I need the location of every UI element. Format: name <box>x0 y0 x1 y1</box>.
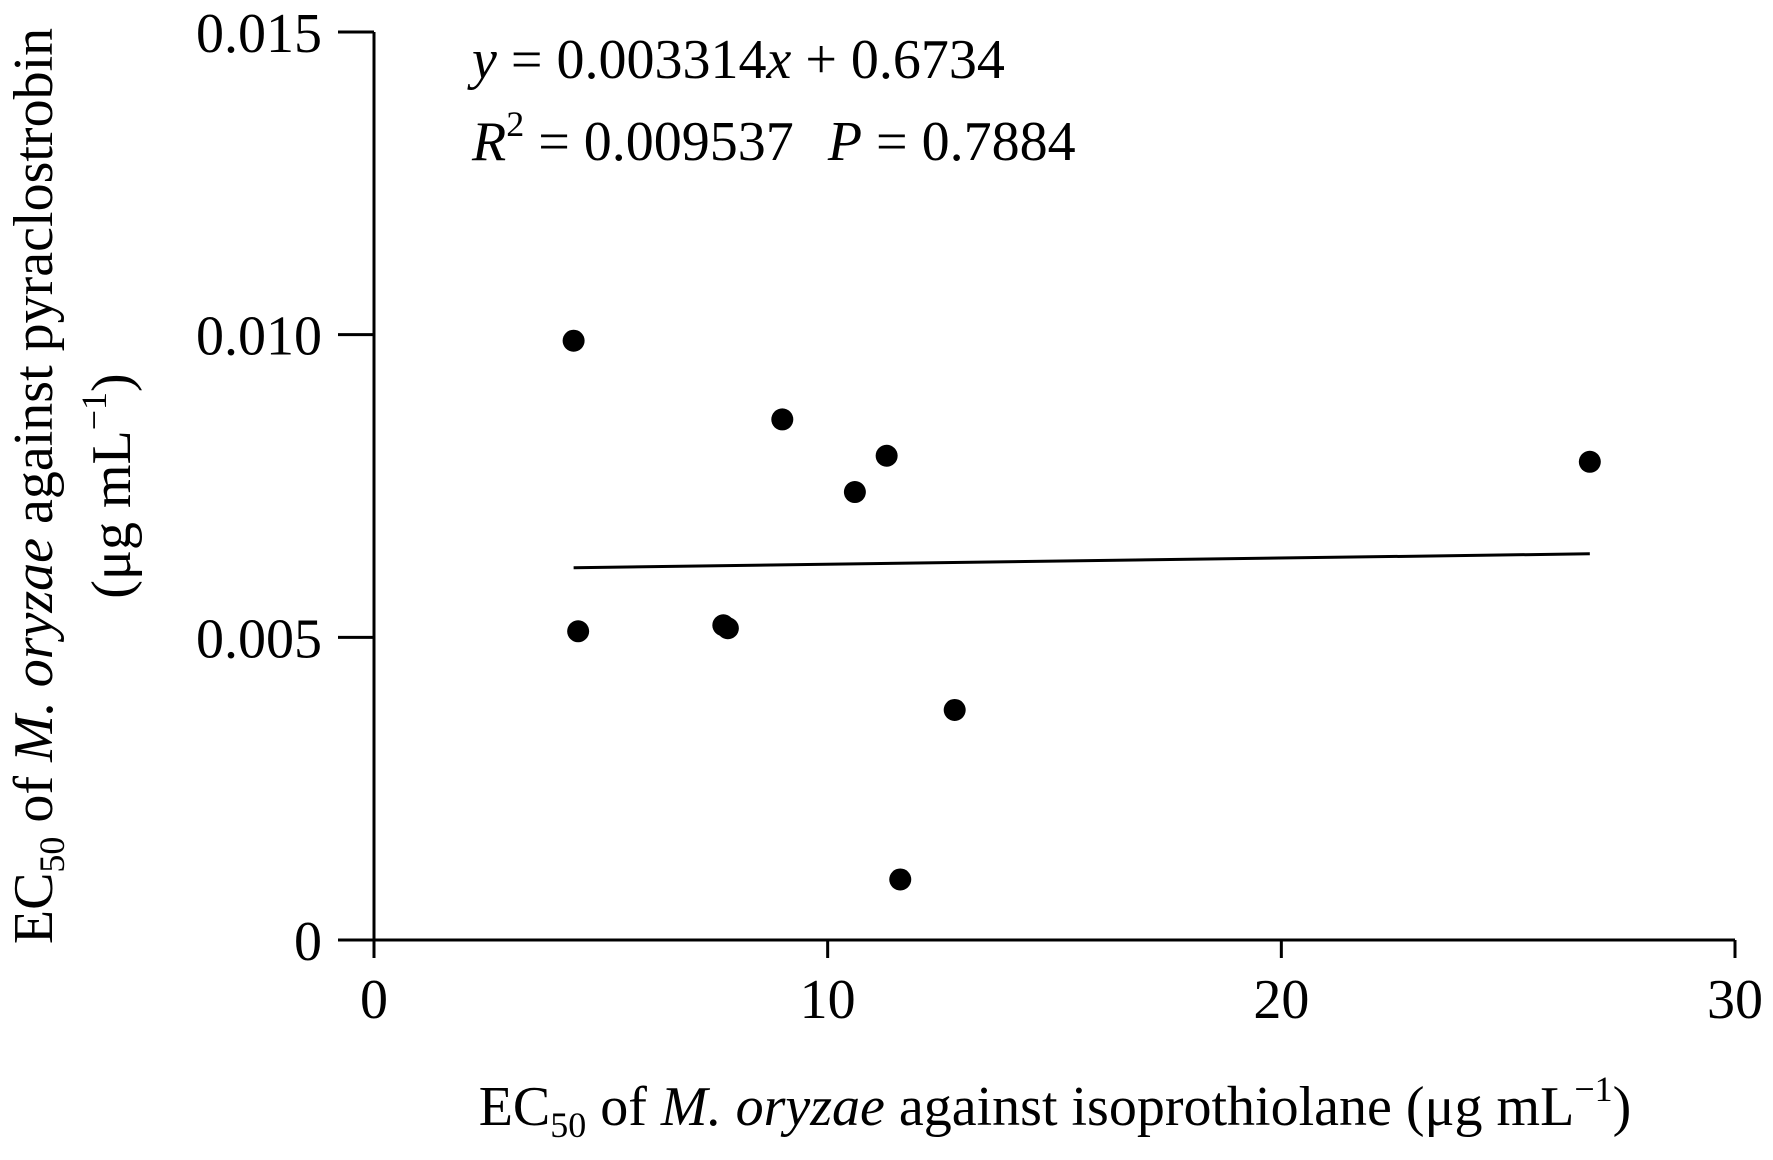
data-point <box>562 329 585 352</box>
ylabel-end: ) <box>81 373 143 392</box>
r-superscript: 2 <box>506 104 524 144</box>
equation-intercept: + 0.6734 <box>791 29 1005 91</box>
ylabel-sub: 50 <box>32 837 72 873</box>
equation-y-var: y <box>467 29 497 91</box>
regression <box>573 552 1590 570</box>
data-point <box>771 408 794 431</box>
y-axis-title: EC50 of M. oryzae against pyraclostrobin… <box>3 28 143 944</box>
ylabel-of: of <box>3 762 65 837</box>
data-point <box>567 620 590 643</box>
ylabel-unit: (μg mL <box>81 430 143 598</box>
x-tick-label: 0 <box>360 969 388 1031</box>
x-tick-label: 20 <box>1253 969 1309 1031</box>
x-axis-title: EC50 of M. oryzae against isoprothiolane… <box>479 1069 1632 1145</box>
y-tick-label: 0.005 <box>196 608 322 670</box>
p-value: = 0.7884 <box>862 111 1076 173</box>
xlabel-rest: against isoprothiolane (μg mL <box>885 1076 1574 1138</box>
y-tick-label: 0 <box>294 911 322 973</box>
r-var: R <box>471 111 506 173</box>
y-tick-label: 0.010 <box>196 306 322 368</box>
xlabel-species: M. oryzae <box>660 1076 885 1138</box>
ylabel-rest: against pyraclostrobin <box>3 28 65 538</box>
y-tick-label: 0.015 <box>196 3 322 65</box>
data-point <box>716 617 739 640</box>
equation-x-var: x <box>765 29 791 91</box>
equation-slope: = 0.003314 <box>497 29 767 91</box>
data-point <box>875 444 898 467</box>
stats-label: R2 = 0.009537 P = 0.7884 <box>471 104 1076 173</box>
x-tick-label: 30 <box>1707 969 1763 1031</box>
equation-label: y = 0.003314x + 0.6734 <box>467 29 1005 91</box>
xlabel-end: ) <box>1613 1076 1632 1138</box>
r-value: = 0.009537 <box>524 111 794 173</box>
axes <box>372 32 1735 942</box>
data-point <box>1578 450 1601 473</box>
data-points <box>562 329 1601 891</box>
x-tick-label: 10 <box>800 969 856 1031</box>
data-point <box>943 698 966 721</box>
y-axis-title-line1: EC50 of M. oryzae against pyraclostrobin <box>3 28 72 944</box>
p-var: P <box>827 111 862 173</box>
xlabel-sup: −1 <box>1574 1069 1612 1109</box>
xlabel-of: of <box>586 1076 661 1138</box>
ylabel-ec: EC <box>3 873 65 945</box>
ylabel-sup: −1 <box>74 392 114 430</box>
data-point <box>889 868 912 891</box>
ticks: 0 10 20 30 0 0.005 0.010 0.015 <box>196 3 1763 1031</box>
data-point <box>843 481 866 504</box>
xlabel-ec: EC <box>479 1076 551 1138</box>
y-axis-title-line2: (μg mL−1) <box>74 373 143 598</box>
xlabel-sub: 50 <box>550 1105 586 1145</box>
ylabel-species: M. oryzae <box>3 538 65 763</box>
regression-line <box>573 552 1590 570</box>
